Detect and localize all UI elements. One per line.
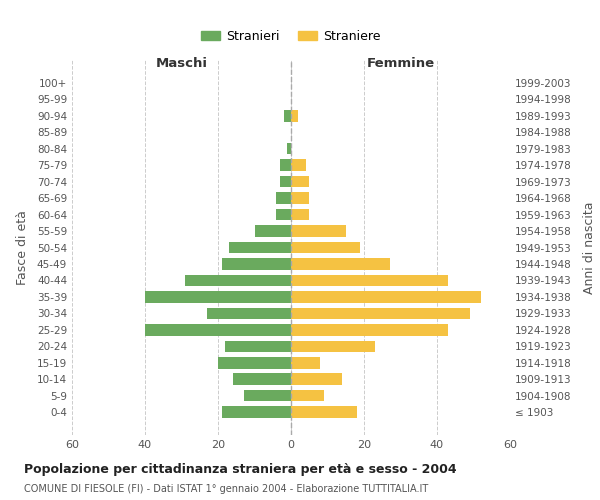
Bar — [291, 340, 375, 352]
Bar — [291, 242, 361, 254]
Bar — [277, 192, 291, 204]
Bar — [291, 160, 305, 171]
Bar — [226, 340, 291, 352]
Bar — [291, 226, 346, 237]
Bar — [254, 226, 291, 237]
Bar — [291, 209, 309, 220]
Text: COMUNE DI FIESOLE (FI) - Dati ISTAT 1° gennaio 2004 - Elaborazione TUTTITALIA.IT: COMUNE DI FIESOLE (FI) - Dati ISTAT 1° g… — [24, 484, 428, 494]
Text: Maschi: Maschi — [155, 56, 208, 70]
Bar — [229, 242, 291, 254]
Bar — [287, 143, 291, 154]
Bar — [244, 390, 291, 402]
Bar — [280, 176, 291, 188]
Text: Popolazione per cittadinanza straniera per età e sesso - 2004: Popolazione per cittadinanza straniera p… — [24, 462, 457, 475]
Bar — [291, 357, 320, 368]
Bar — [218, 357, 291, 368]
Bar — [291, 390, 324, 402]
Bar — [233, 374, 291, 385]
Bar — [145, 291, 291, 302]
Bar — [291, 258, 389, 270]
Bar — [145, 324, 291, 336]
Bar — [291, 374, 342, 385]
Bar — [291, 176, 309, 188]
Bar — [284, 110, 291, 122]
Bar — [291, 110, 298, 122]
Bar — [221, 406, 291, 418]
Legend: Stranieri, Straniere: Stranieri, Straniere — [196, 25, 386, 48]
Bar — [291, 308, 470, 319]
Bar — [277, 209, 291, 220]
Bar — [291, 291, 481, 302]
Bar — [291, 274, 448, 286]
Bar — [280, 160, 291, 171]
Bar — [207, 308, 291, 319]
Text: Femmine: Femmine — [367, 56, 434, 70]
Bar — [291, 324, 448, 336]
Y-axis label: Anni di nascita: Anni di nascita — [583, 201, 596, 294]
Bar — [185, 274, 291, 286]
Bar — [291, 406, 356, 418]
Bar — [221, 258, 291, 270]
Bar — [291, 192, 309, 204]
Y-axis label: Fasce di età: Fasce di età — [16, 210, 29, 285]
